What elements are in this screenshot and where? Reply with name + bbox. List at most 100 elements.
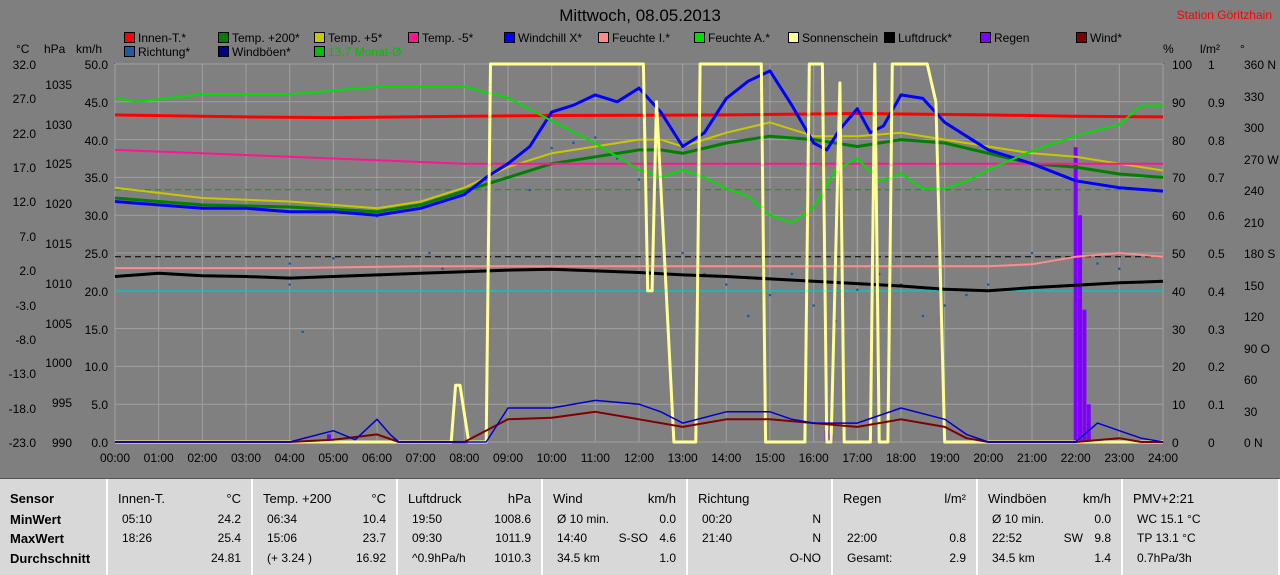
y-tick-hpa: 1010 <box>45 276 72 291</box>
stats-cell-value: 0.8 <box>949 531 966 545</box>
chart-svg <box>114 62 1164 444</box>
direction-point <box>332 256 335 260</box>
legend-label: Windböen* <box>232 45 291 59</box>
direction-point <box>943 304 946 307</box>
stats-pmv-row: TP 13.1 °C <box>1137 531 1268 547</box>
rain-bar <box>326 434 331 442</box>
direction-point <box>594 136 597 139</box>
y-tick-celsius: 7.0 <box>19 229 36 244</box>
legend-swatch <box>124 32 135 43</box>
axis-header-kmh: km/h <box>76 42 103 56</box>
stats-regen-title: Regen <box>843 491 882 506</box>
x-tick-label: 04:00 <box>274 451 305 465</box>
x-tick-label: 14:00 <box>711 451 742 465</box>
y-tick-percent: 40 <box>1172 284 1186 299</box>
legend-item: Wind* <box>1076 31 1122 45</box>
stats-windboeen-row: Ø 10 min. 0.0 <box>992 512 1111 528</box>
axis-header-lm2: l/m² <box>1200 42 1220 56</box>
stats-cell-time: Ø 10 min. <box>557 512 610 526</box>
stats-cell-time: 14:40 <box>557 531 588 545</box>
legend-label: Windchill X* <box>518 31 583 45</box>
stats-cell-time: (+ 3.24 ) <box>267 551 313 565</box>
y-tick-kmh: 40.0 <box>84 133 108 148</box>
direction-point <box>921 314 925 318</box>
stats-pmv-row: 0.7hPa/3h <box>1137 551 1268 567</box>
legend-swatch <box>1076 32 1087 43</box>
y-tick-percent: 70 <box>1172 171 1186 186</box>
stats-richtung-row: 00:20 N <box>702 512 821 528</box>
min-label: MinWert <box>10 512 62 527</box>
legend-item: Feuchte I.* <box>598 31 670 45</box>
y-tick-percent: 10 <box>1172 398 1186 413</box>
y-tick-percent: 20 <box>1172 360 1186 375</box>
stats-regen-unit: l/m² <box>944 491 966 506</box>
stats-wind-column: Wind km/h Ø 10 min. 0.0 14:40 S-SO 4.6 34.5 km 1… <box>543 479 688 575</box>
series-line-sonnenschein <box>115 62 1163 444</box>
y-tick-lm2: 0.7 <box>1208 171 1225 186</box>
stats-wind-title: Wind <box>553 491 583 506</box>
x-tick-label: 20:00 <box>973 451 1004 465</box>
legend-label: Temp. +5* <box>328 31 383 45</box>
y-tick-hpa: 1020 <box>45 197 72 212</box>
y-tick-lm2: 0.3 <box>1208 322 1225 337</box>
y-tick-percent: 30 <box>1172 322 1186 337</box>
legend-item: Windböen* <box>218 45 291 59</box>
stats-regen-header: Regen l/m² <box>843 491 966 507</box>
direction-point <box>856 288 859 292</box>
stats-pmv-column: PMV+2:21 WC 15.1 °C TP 13.1 °C 0.7hPa/3h <box>1123 479 1280 575</box>
stats-regen-row: 22:00 0.8 <box>847 531 966 547</box>
y-tick-kmh: 50.0 <box>84 58 108 72</box>
direction-point <box>288 262 291 265</box>
direction-point <box>428 251 431 255</box>
stats-cell-time: 15:06 <box>267 531 298 545</box>
y-tick-percent: 50 <box>1172 247 1186 261</box>
legend-label: Regen <box>994 31 1030 45</box>
rain-bar <box>1078 215 1083 442</box>
stats-cell-value: 25.4 <box>217 531 241 545</box>
y-tick-kmh: 5.0 <box>91 398 108 413</box>
stats-pmv-row: WC 15.1 °C <box>1137 512 1268 528</box>
direction-point <box>441 267 444 271</box>
series-line-windb-en- <box>115 399 1164 443</box>
y-tick-hpa: 1000 <box>45 356 72 371</box>
x-tick-label: 05:00 <box>318 451 349 465</box>
legend-item: Innen-T.* <box>124 31 186 45</box>
stats-temp200-column: Temp. +200 °C 06:34 10.4 15:06 23.7 (+ 3.24 ) 1… <box>253 479 398 575</box>
direction-point <box>1096 262 1099 265</box>
sensor-header: Sensor <box>10 491 55 506</box>
stats-cell-time: WC 15.1 °C <box>1137 512 1201 526</box>
y-tick-celsius: -8.0 <box>15 332 36 347</box>
stats-innen-row: 18:26 25.4 <box>122 531 241 547</box>
x-tick-label: 10:00 <box>536 451 567 465</box>
legend-swatch <box>694 32 705 43</box>
y-tick-kmh: 35.0 <box>84 171 108 186</box>
y-tick-lm2: 1 <box>1208 58 1215 72</box>
legend-swatch <box>504 32 515 43</box>
stats-regen-column: Regen l/m² 22:00 0.8 Gesamt: 2.9 <box>833 479 978 575</box>
x-tick-label: 24:00 <box>1147 451 1179 465</box>
y-tick-lm2: 0.9 <box>1208 95 1225 110</box>
y-tick-hpa: 995 <box>51 396 72 411</box>
direction-point <box>1030 251 1034 255</box>
legend-item: 13.7 Monat-Ø <box>314 45 401 59</box>
stats-wind-row: 34.5 km 1.0 <box>557 551 676 567</box>
stats-innen-unit: °C <box>226 491 241 506</box>
stats-windboeen-title: Windböen <box>988 491 1047 506</box>
stats-cell-time: 34.5 km <box>557 551 600 565</box>
stats-cell-value: N <box>812 531 821 545</box>
direction-point <box>725 283 728 286</box>
y-tick-celsius: 17.0 <box>12 161 36 176</box>
stats-cell-extra: SW <box>1063 531 1083 545</box>
x-tick-label: 15:00 <box>754 451 786 465</box>
stats-temp200-row: (+ 3.24 ) 16.92 <box>267 551 386 567</box>
x-tick-label: 06:00 <box>361 451 393 465</box>
x-tick-label: 00:00 <box>99 451 131 465</box>
stats-cell-time: 09:30 <box>412 531 443 545</box>
stats-luftdruck-row: ^0.9hPa/h 1010.3 <box>412 551 531 567</box>
legend-swatch <box>788 32 799 43</box>
stats-wind-header: Wind km/h <box>553 491 676 507</box>
avg-label: Durchschnitt <box>10 551 91 566</box>
stats-cell-time: 22:52 <box>992 531 1023 545</box>
direction-point <box>637 178 641 181</box>
stats-richtung-row: O-NO <box>702 551 821 567</box>
